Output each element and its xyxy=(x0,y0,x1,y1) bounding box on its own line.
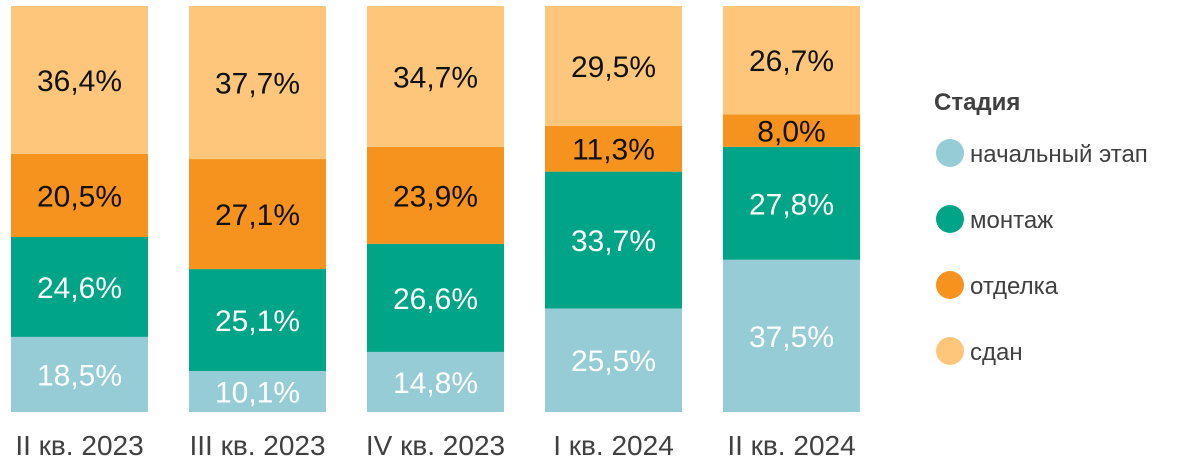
data-label: 23,9% xyxy=(393,180,478,213)
bar-segment-3-4 xyxy=(367,6,504,147)
bar-segment-2-2 xyxy=(189,269,326,371)
legend-items: начальный этап монтаж отделка сдан xyxy=(936,139,1148,366)
bar-segment-4-2 xyxy=(545,171,682,309)
bar-segment-5-2 xyxy=(723,146,860,260)
bar-segment-4-3 xyxy=(545,125,682,172)
data-label: 25,5% xyxy=(571,345,656,378)
bar-segment-2-4 xyxy=(189,6,326,160)
data-label: 25,1% xyxy=(215,305,300,338)
data-label: 24,6% xyxy=(37,272,122,305)
data-label: 36,4% xyxy=(37,65,122,98)
data-label: 11,3% xyxy=(572,134,655,167)
category-labels: II кв. 2023 III кв. 2023 IV кв. 2023 I кв. … xyxy=(15,430,855,461)
data-label: 14,8% xyxy=(393,367,478,400)
legend-swatch-1 xyxy=(936,139,964,167)
bar-segment-2-3 xyxy=(189,159,326,270)
data-label: 27,8% xyxy=(749,188,834,221)
data-label: 37,5% xyxy=(749,321,834,354)
legend-label-2: монтаж xyxy=(970,207,1053,234)
bar-segment-1-2 xyxy=(11,237,148,337)
data-label: 26,6% xyxy=(393,283,478,316)
data-label: 20,5% xyxy=(37,180,122,213)
bar-segment-5-4 xyxy=(723,6,860,115)
category-label: II кв. 2023 xyxy=(15,430,143,461)
data-label: 27,1% xyxy=(215,199,300,232)
data-label: 29,5% xyxy=(571,51,656,84)
data-label: 8,0% xyxy=(757,116,825,149)
category-label: II кв. 2024 xyxy=(727,430,855,461)
bar-segment-3-1 xyxy=(367,351,504,412)
bars-group: 18,5% 24,6% 20,5% 36,4% 10,1% 25,1% 27,1% 37,7%… xyxy=(11,6,860,412)
bar-segment-1-1 xyxy=(11,336,148,412)
bar-segment-2-1 xyxy=(189,370,326,412)
bar-segment-5-3 xyxy=(723,114,860,147)
bar-segment-1-3 xyxy=(11,153,148,238)
legend-label-4: сдан xyxy=(970,339,1023,366)
data-label: 26,7% xyxy=(749,45,834,78)
category-label: III кв. 2023 xyxy=(189,430,325,461)
data-label: 34,7% xyxy=(393,61,478,94)
data-label: 18,5% xyxy=(37,359,122,392)
legend: Стадия начальный этап монтаж отделка сдан xyxy=(934,89,1148,366)
bar-segment-4-1 xyxy=(545,308,682,412)
bar-segment-1-4 xyxy=(11,6,148,154)
bar-segment-4-4 xyxy=(545,6,682,126)
legend-swatch-2 xyxy=(936,205,964,233)
bar-segment-5-1 xyxy=(723,259,860,412)
legend-title: Стадия xyxy=(934,89,1020,116)
category-label: IV кв. 2023 xyxy=(366,430,505,461)
legend-label-3: отделка xyxy=(970,273,1059,300)
legend-swatch-3 xyxy=(936,271,964,299)
legend-label-1: начальный этап xyxy=(970,141,1148,168)
category-label: I кв. 2024 xyxy=(553,430,674,461)
bar-segment-3-2 xyxy=(367,243,504,352)
legend-swatch-4 xyxy=(936,337,964,365)
bar-segment-3-3 xyxy=(367,146,504,244)
data-label: 10,1% xyxy=(215,376,300,409)
data-label: 33,7% xyxy=(571,225,656,258)
data-label: 37,7% xyxy=(215,68,300,101)
